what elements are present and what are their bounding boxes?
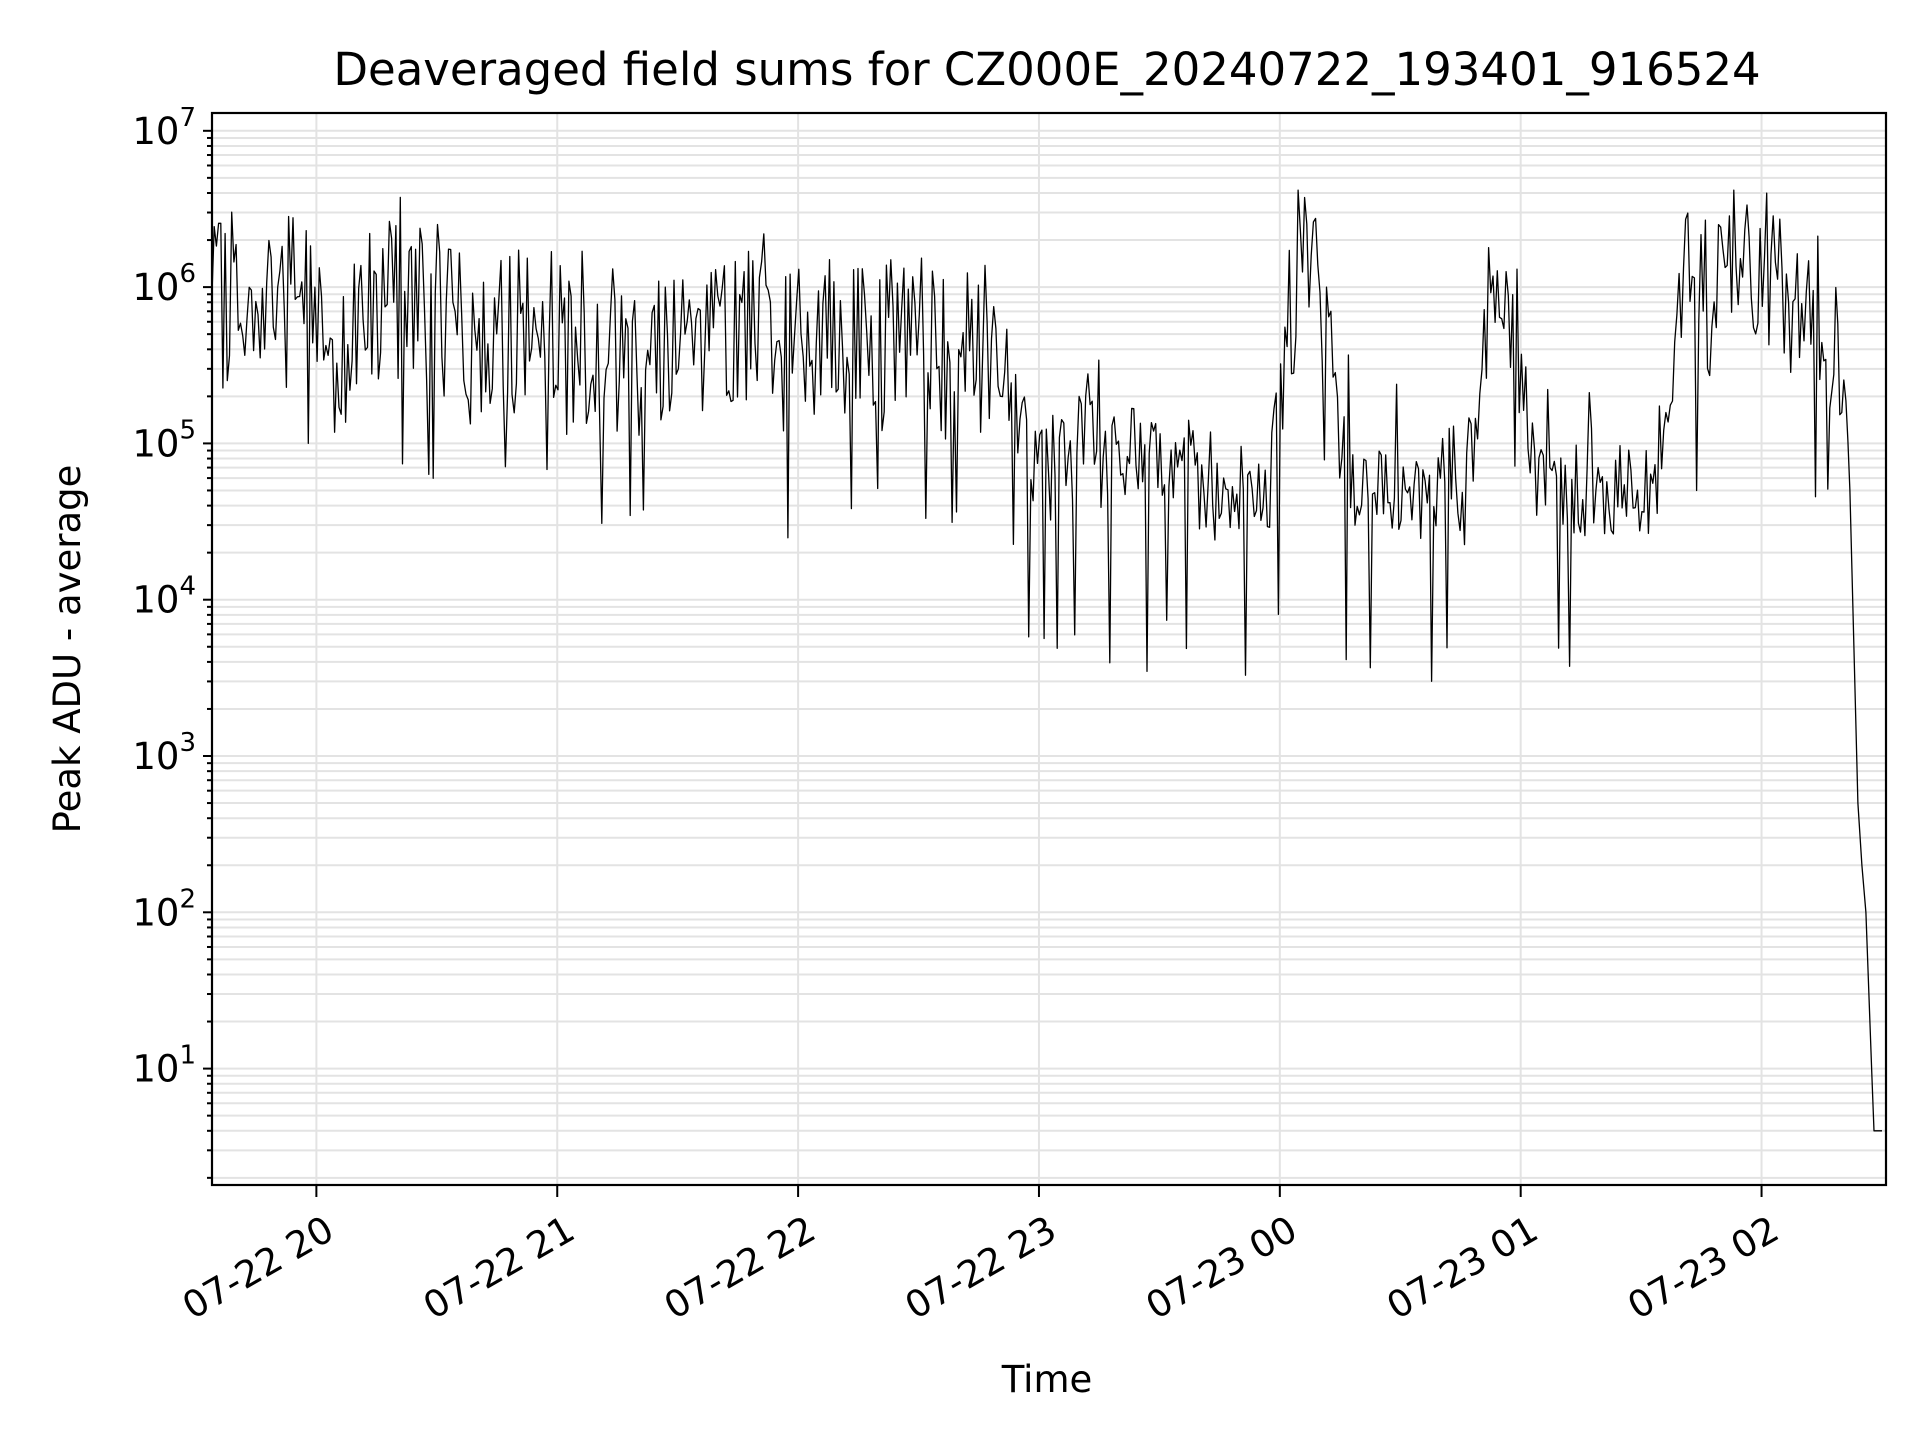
- y-axis-label: Peak ADU - average: [46, 465, 89, 834]
- grid: [212, 113, 1886, 1185]
- y-tick-label: 107: [132, 103, 196, 153]
- y-tick-label: 105: [132, 415, 196, 465]
- y-axis-ticks: 101 102 103 104 105 106 107: [132, 103, 212, 1179]
- y-tick-label: 101: [132, 1041, 196, 1091]
- y-tick-label: 102: [132, 884, 196, 934]
- series-line-group: [211, 189, 1882, 1132]
- y-tick-label: 106: [132, 259, 196, 309]
- y-tick-label: 104: [132, 572, 196, 622]
- x-axis-label: Time: [1001, 1358, 1093, 1401]
- series-line: [211, 189, 1882, 1132]
- chart-title: Deaveraged field sums for CZ000E_2024072…: [333, 43, 1760, 96]
- plot-area-frame: [210, 111, 1888, 1187]
- y-tick-label: 103: [132, 728, 196, 778]
